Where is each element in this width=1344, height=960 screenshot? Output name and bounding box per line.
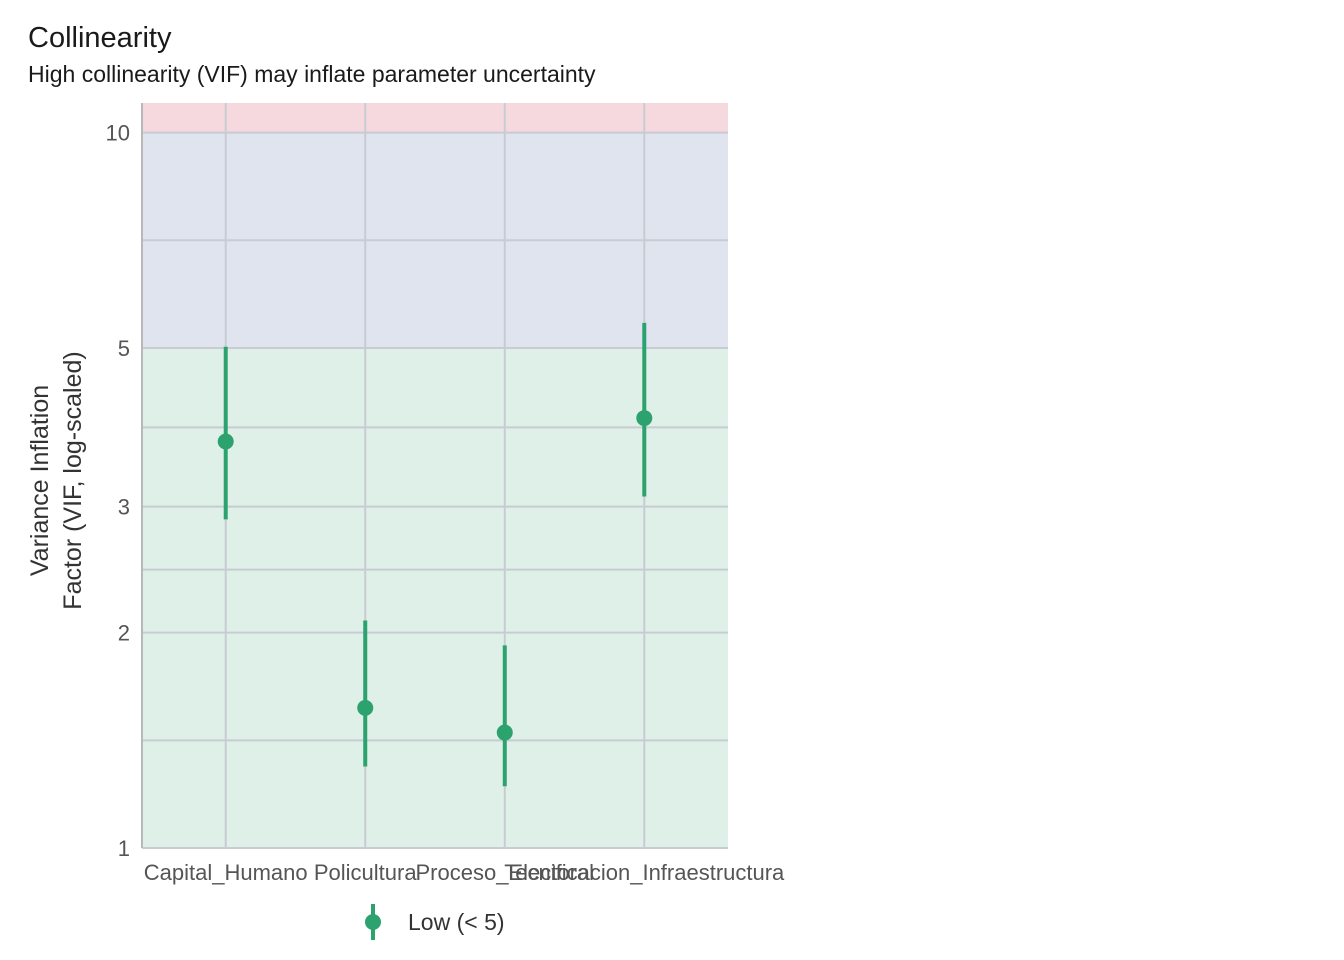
legend-label: Low (< 5) — [408, 908, 505, 935]
y-tick-label: 3 — [118, 495, 130, 520]
y-axis-label-line: Factor (VIF, log-scaled) — [59, 351, 87, 609]
x-tick-label: Tecnificacion_Infraestructura — [504, 860, 785, 885]
threshold-zones — [142, 103, 728, 848]
y-axis-label: Variance Inflation Factor (VIF, log-scale… — [26, 351, 87, 609]
y-tick-label: 1 — [118, 836, 130, 861]
x-tick-labels: Capital_Humano PoliculturaProceso_Elector… — [144, 860, 785, 885]
chart-subtitle: High collinearity (VIF) may inflate para… — [28, 61, 596, 87]
zone-high — [142, 103, 728, 133]
vif-point — [496, 724, 513, 741]
legend: Low (< 5) — [356, 902, 505, 942]
y-axis-label-line: Variance Inflation — [26, 385, 54, 576]
legend-key-icon — [356, 902, 390, 942]
x-tick-label: Proceso_Electoral — [415, 860, 594, 885]
vif-point — [636, 410, 653, 427]
x-tick-label: Capital_Humano — [144, 860, 308, 885]
x-tick-label: Policultura — [314, 860, 417, 885]
chart-title: Collinearity — [28, 22, 172, 54]
y-tick-label: 10 — [106, 121, 130, 146]
vif-point — [217, 433, 234, 450]
y-tick-label: 5 — [118, 336, 130, 361]
y-tick-labels: 1 2 3 5 10 — [106, 121, 130, 861]
vif-points — [217, 322, 653, 787]
y-tick-label: 2 — [118, 621, 130, 646]
zone-low — [142, 347, 728, 848]
vif-point — [357, 699, 374, 716]
